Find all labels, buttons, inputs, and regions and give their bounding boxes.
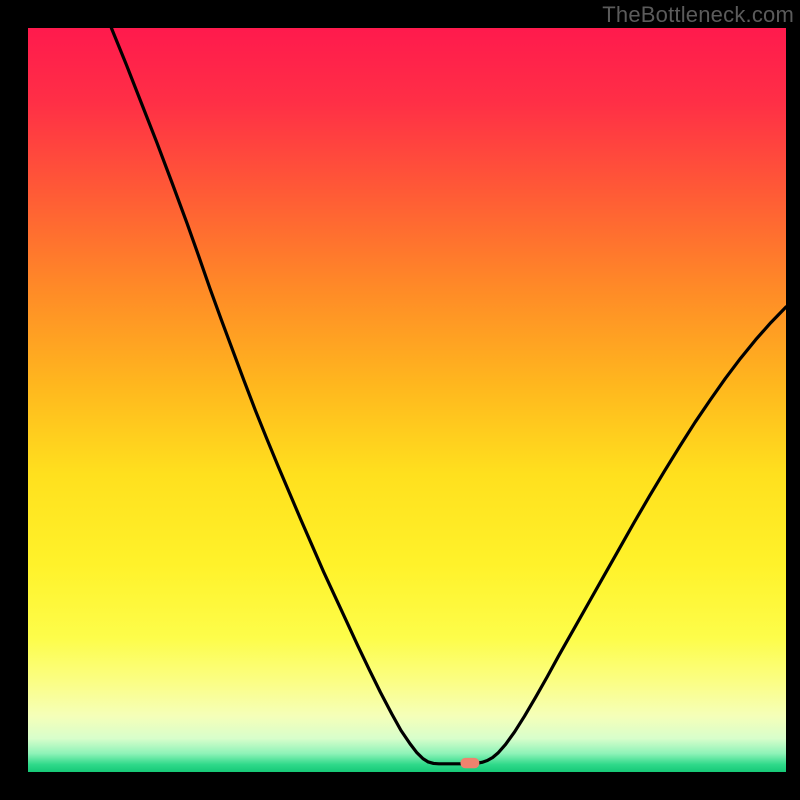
bottleneck-chart <box>0 0 800 800</box>
chart-container: TheBottleneck.com <box>0 0 800 800</box>
target-marker <box>460 758 479 768</box>
plot-area <box>28 28 786 772</box>
